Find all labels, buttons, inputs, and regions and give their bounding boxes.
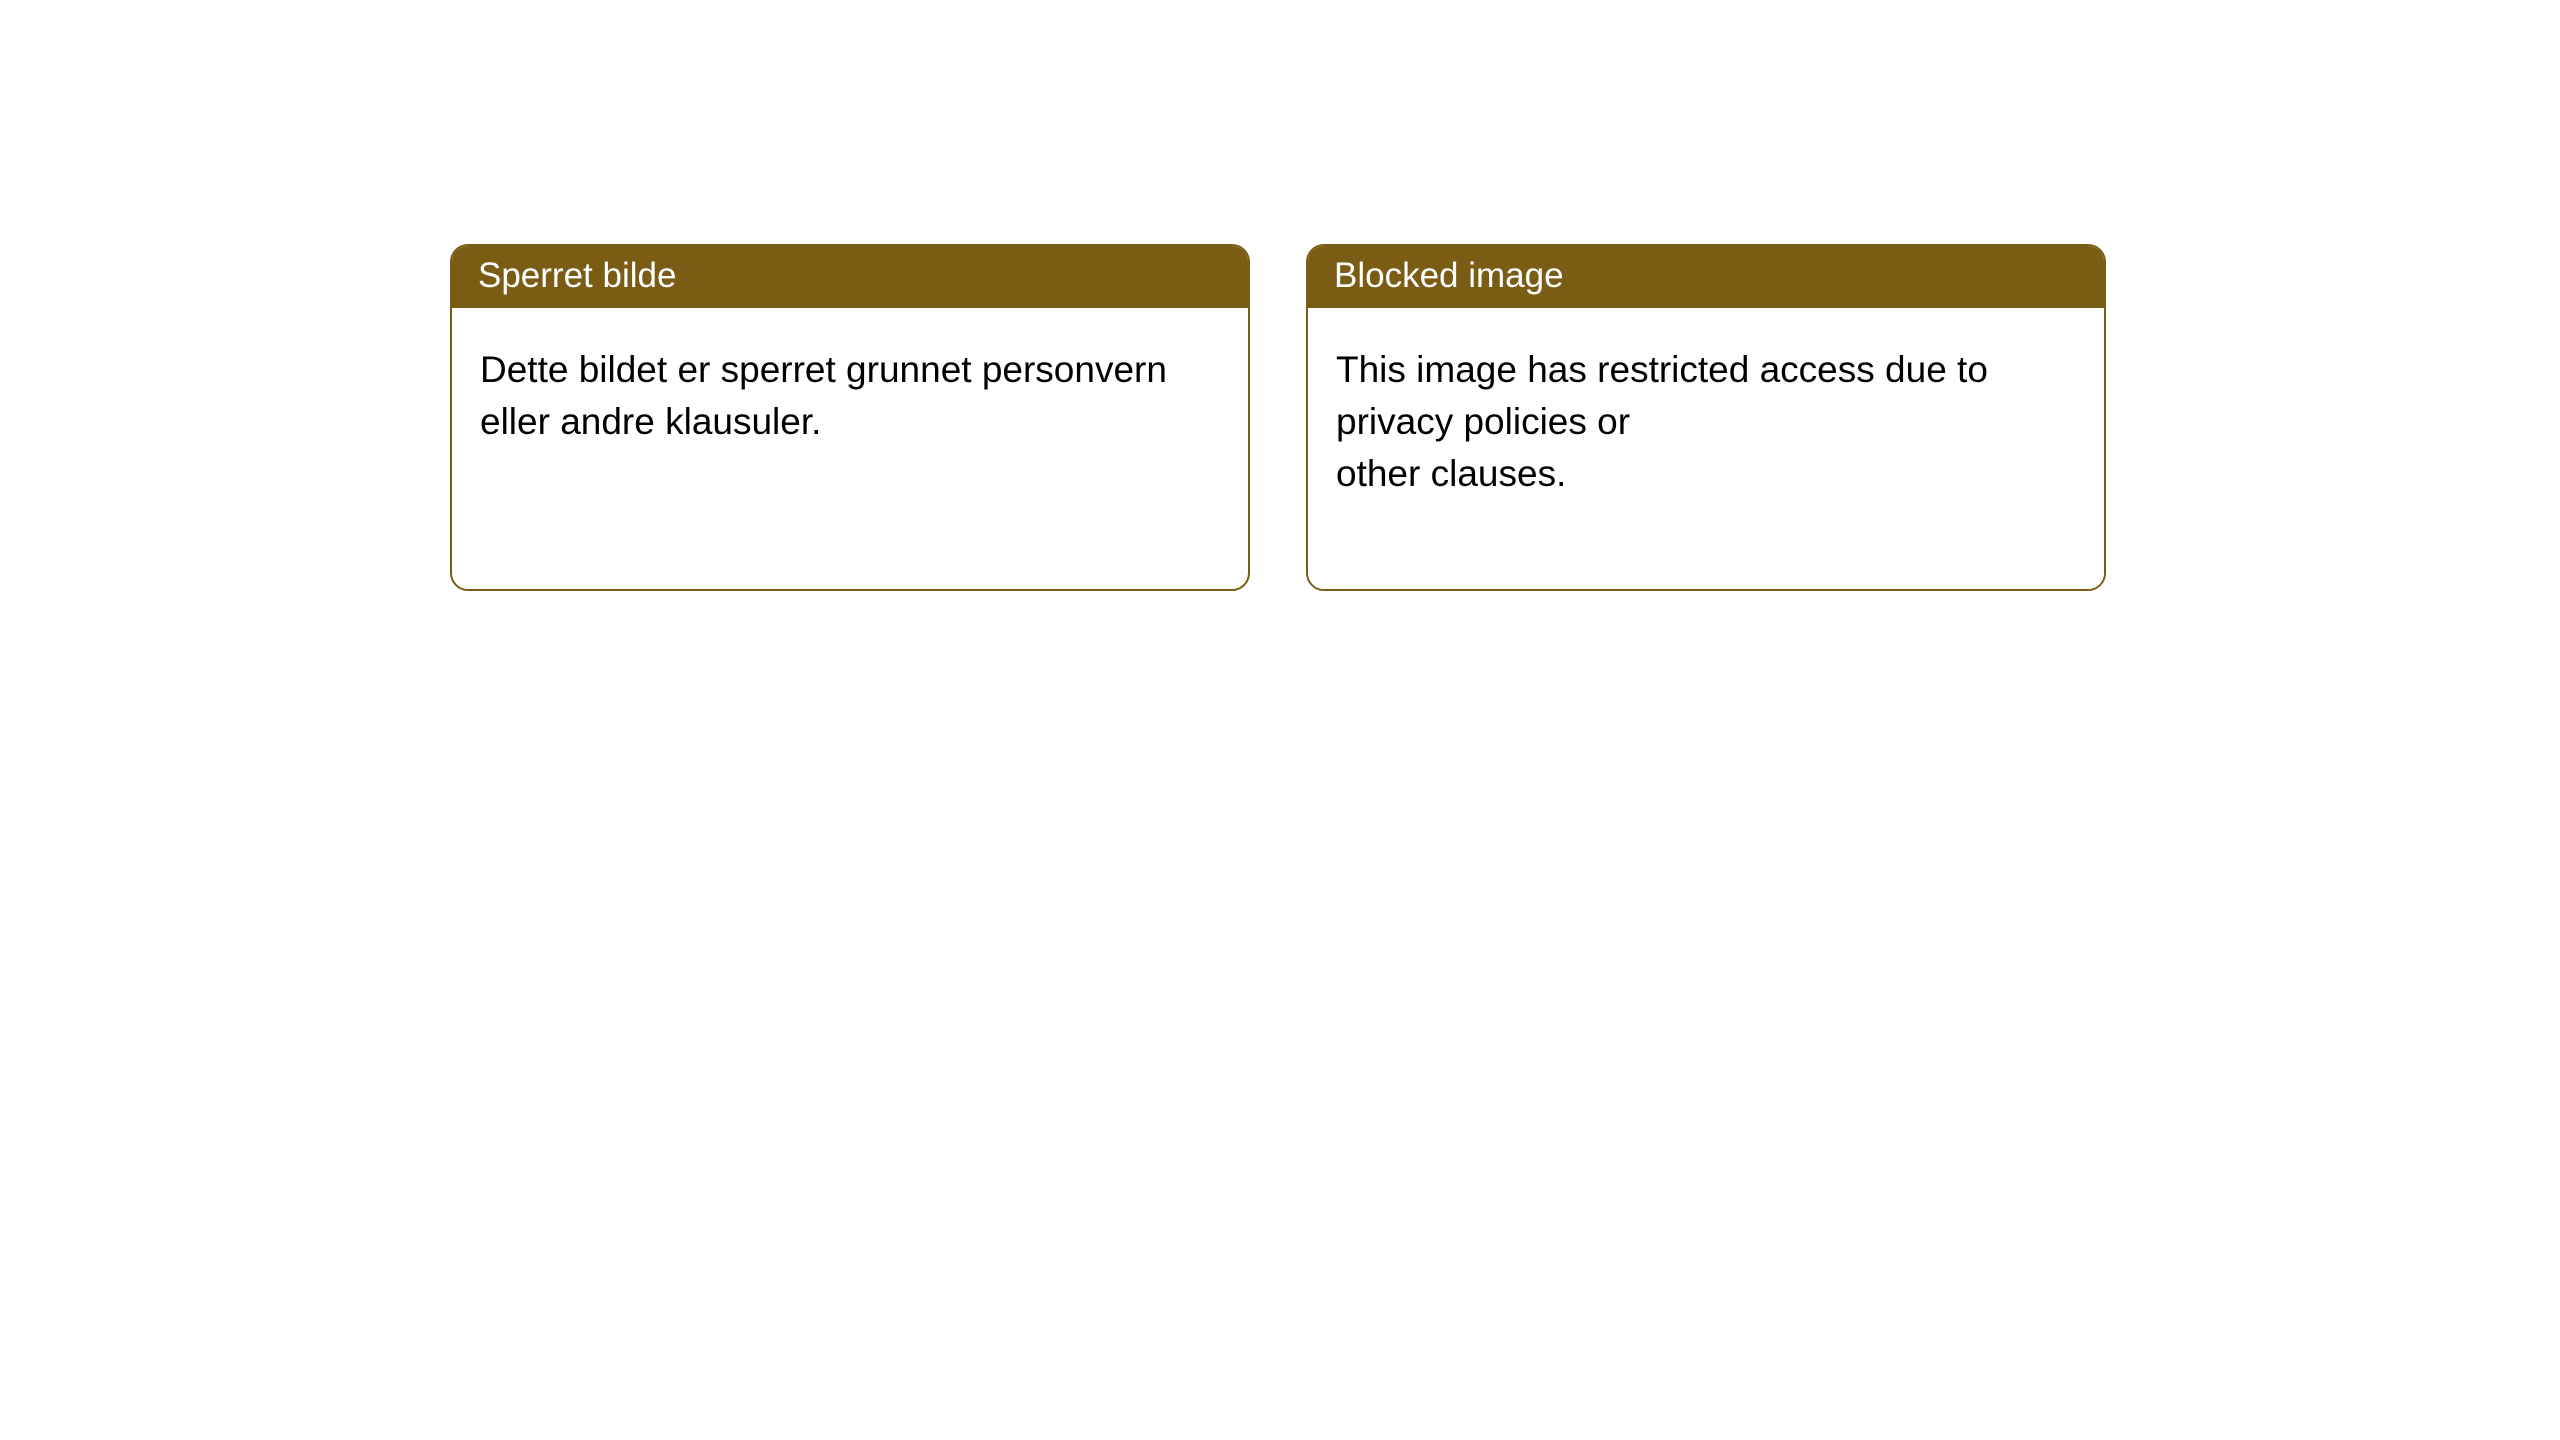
notice-card-norwegian: Sperret bilde Dette bildet er sperret gr…	[450, 244, 1250, 591]
notice-title: Blocked image	[1308, 246, 2104, 308]
notice-title: Sperret bilde	[452, 246, 1248, 308]
notice-card-english: Blocked image This image has restricted …	[1306, 244, 2106, 591]
notice-container: Sperret bilde Dette bildet er sperret gr…	[0, 0, 2560, 591]
notice-body: Dette bildet er sperret grunnet personve…	[452, 308, 1248, 538]
notice-body: This image has restricted access due to …	[1308, 308, 2104, 589]
